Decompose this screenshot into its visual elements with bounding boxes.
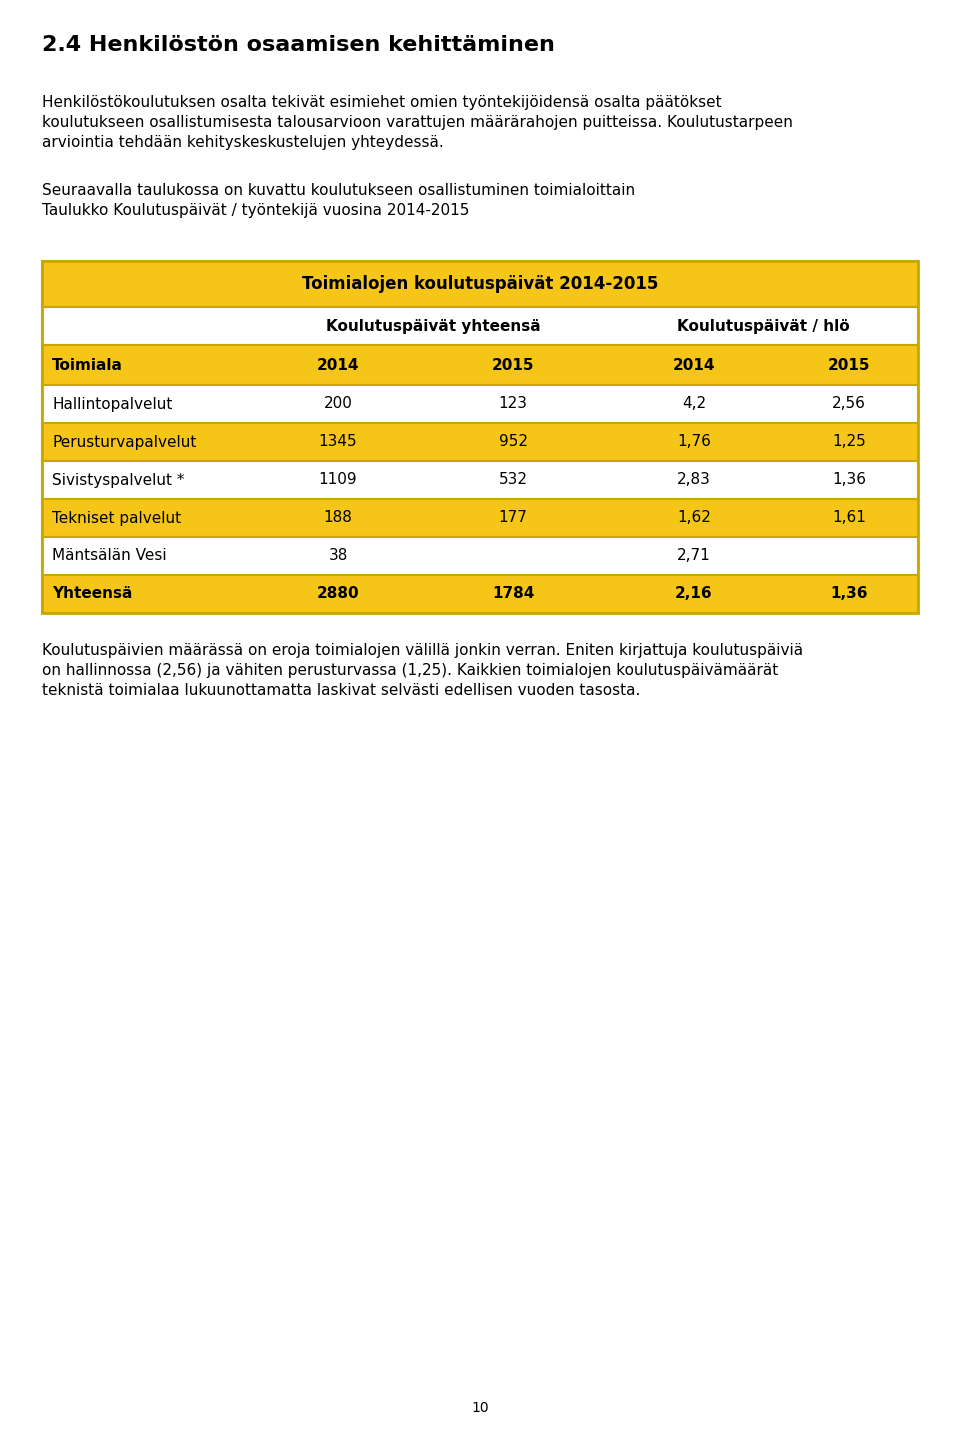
Text: 952: 952 — [498, 435, 527, 449]
Bar — [42, 262, 918, 307]
Text: 2014: 2014 — [317, 358, 359, 372]
Text: 1109: 1109 — [319, 472, 357, 488]
Text: Koulutuspäivät / hlö: Koulutuspäivät / hlö — [677, 319, 850, 333]
Text: 2.4 Henkilöstön osaamisen kehittäminen: 2.4 Henkilöstön osaamisen kehittäminen — [42, 34, 555, 54]
Text: 10: 10 — [471, 1401, 489, 1416]
Text: 1345: 1345 — [319, 435, 357, 449]
Text: Seuraavalla taulukossa on kuvattu koulutukseen osallistuminen toimialoittain: Seuraavalla taulukossa on kuvattu koulut… — [42, 183, 636, 197]
Text: 38: 38 — [328, 549, 348, 563]
Text: 200: 200 — [324, 396, 352, 412]
Bar — [42, 499, 918, 538]
Text: Henkilöstökoulutuksen osalta tekivät esimiehet omien työntekijöidensä osalta pää: Henkilöstökoulutuksen osalta tekivät esi… — [42, 94, 722, 110]
Text: Toimiala: Toimiala — [52, 358, 123, 372]
Text: 1,25: 1,25 — [832, 435, 866, 449]
Text: 1,62: 1,62 — [677, 511, 711, 525]
Text: Toimialojen koulutuspäivät 2014-2015: Toimialojen koulutuspäivät 2014-2015 — [301, 275, 659, 293]
Bar — [42, 423, 918, 460]
Text: Hallintopalvelut: Hallintopalvelut — [52, 396, 173, 412]
Text: 532: 532 — [498, 472, 527, 488]
Text: 2880: 2880 — [317, 586, 359, 602]
Text: on hallinnossa (2,56) ja vähiten perusturvassa (1,25). Kaikkien toimialojen koul: on hallinnossa (2,56) ja vähiten perustu… — [42, 664, 779, 678]
Bar — [42, 460, 918, 499]
Text: 2,16: 2,16 — [675, 586, 713, 602]
Bar — [42, 385, 918, 423]
Text: 1,76: 1,76 — [677, 435, 711, 449]
Bar — [42, 307, 918, 345]
Text: 188: 188 — [324, 511, 352, 525]
Text: Koulutuspäivien määrässä on eroja toimialojen välillä jonkin verran. Eniten kirj: Koulutuspäivien määrässä on eroja toimia… — [42, 644, 804, 658]
Bar — [42, 575, 918, 613]
Text: Yhteensä: Yhteensä — [52, 586, 132, 602]
Text: Koulutuspäivät yhteensä: Koulutuspäivät yhteensä — [325, 319, 540, 333]
Text: teknistä toimialaa lukuunottamatta laskivat selvästi edellisen vuoden tasosta.: teknistä toimialaa lukuunottamatta laski… — [42, 684, 640, 698]
Text: Mäntsälän Vesi: Mäntsälän Vesi — [52, 549, 167, 563]
Text: Perusturvapalvelut: Perusturvapalvelut — [52, 435, 197, 449]
Text: 4,2: 4,2 — [682, 396, 706, 412]
Bar — [42, 262, 918, 613]
Text: 1,36: 1,36 — [832, 472, 866, 488]
Text: koulutukseen osallistumisesta talousarvioon varattujen määrärahojen puitteissa. : koulutukseen osallistumisesta talousarvi… — [42, 114, 793, 130]
Bar — [42, 345, 918, 385]
Text: 1784: 1784 — [492, 586, 534, 602]
Text: 2,56: 2,56 — [832, 396, 866, 412]
Text: 1,61: 1,61 — [832, 511, 866, 525]
Text: 2,83: 2,83 — [677, 472, 711, 488]
Text: 2014: 2014 — [673, 358, 715, 372]
Text: 2015: 2015 — [828, 358, 871, 372]
Text: 177: 177 — [498, 511, 527, 525]
Text: Tekniset palvelut: Tekniset palvelut — [52, 511, 181, 525]
Text: arviointia tehdään kehityskeskustelujen yhteydessä.: arviointia tehdään kehityskeskustelujen … — [42, 134, 444, 150]
Bar — [42, 538, 918, 575]
Text: 123: 123 — [498, 396, 527, 412]
Text: Taulukko Koulutuspäivät / työntekijä vuosina 2014-2015: Taulukko Koulutuspäivät / työntekijä vuo… — [42, 203, 469, 217]
Text: 2,71: 2,71 — [677, 549, 710, 563]
Text: 2015: 2015 — [492, 358, 535, 372]
Text: Sivistyspalvelut *: Sivistyspalvelut * — [52, 472, 184, 488]
Text: 1,36: 1,36 — [830, 586, 868, 602]
